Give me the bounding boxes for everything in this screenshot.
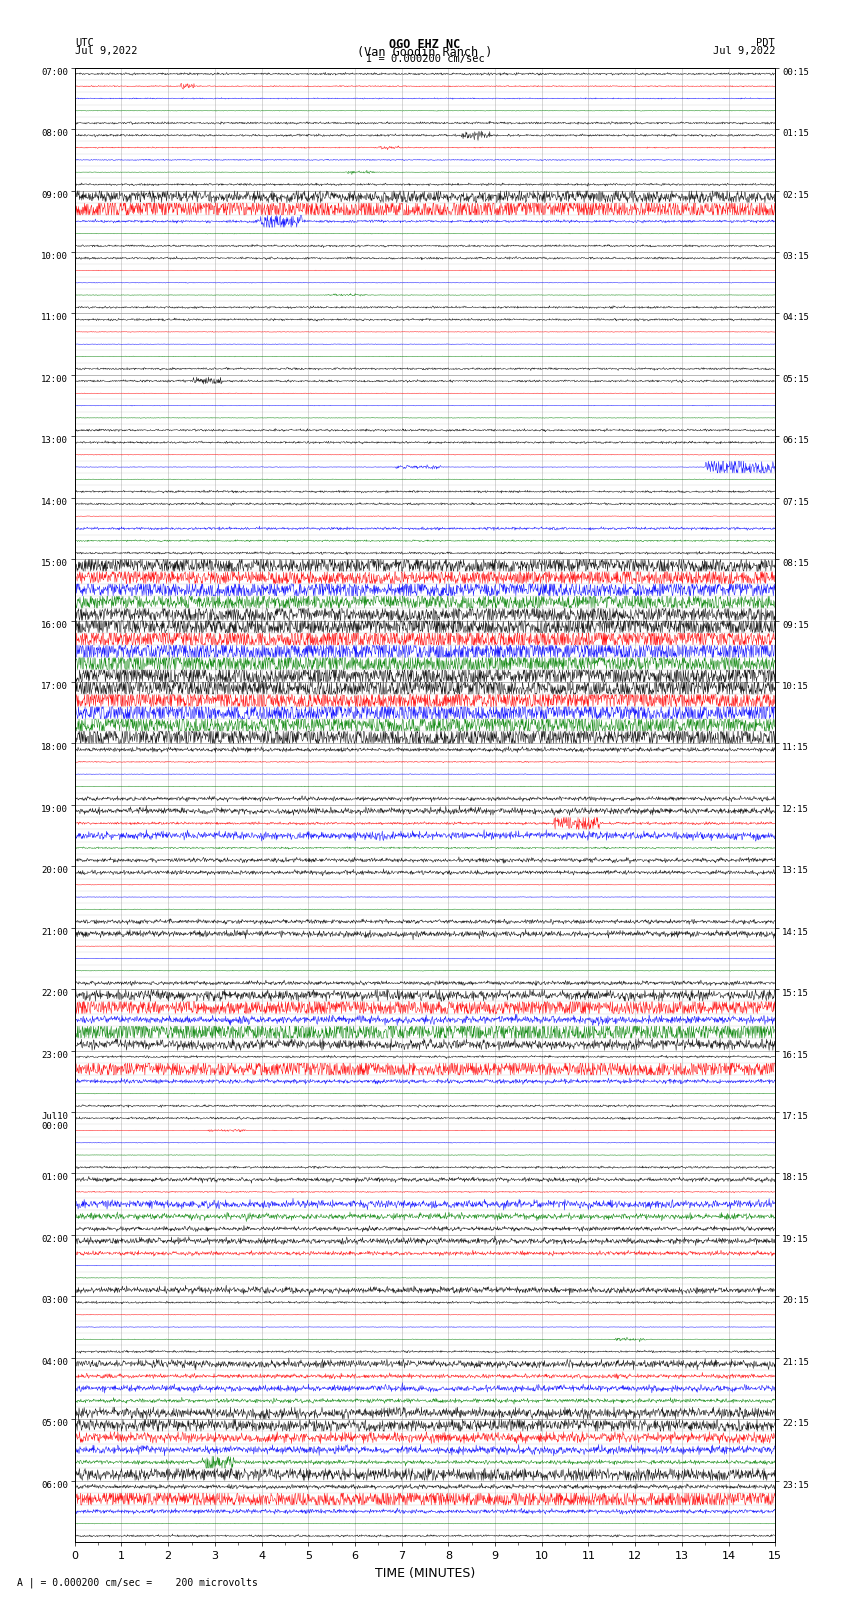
Text: Jul 9,2022: Jul 9,2022 <box>712 45 775 56</box>
Text: A | = 0.000200 cm/sec =    200 microvolts: A | = 0.000200 cm/sec = 200 microvolts <box>17 1578 258 1589</box>
Text: I = 0.000200 cm/sec: I = 0.000200 cm/sec <box>366 53 484 65</box>
Text: (Van Goodin Ranch ): (Van Goodin Ranch ) <box>357 45 493 60</box>
Text: OGO EHZ NC: OGO EHZ NC <box>389 37 461 52</box>
Text: Jul 9,2022: Jul 9,2022 <box>75 45 138 56</box>
X-axis label: TIME (MINUTES): TIME (MINUTES) <box>375 1566 475 1579</box>
Text: UTC: UTC <box>75 37 94 48</box>
Text: PDT: PDT <box>756 37 775 48</box>
